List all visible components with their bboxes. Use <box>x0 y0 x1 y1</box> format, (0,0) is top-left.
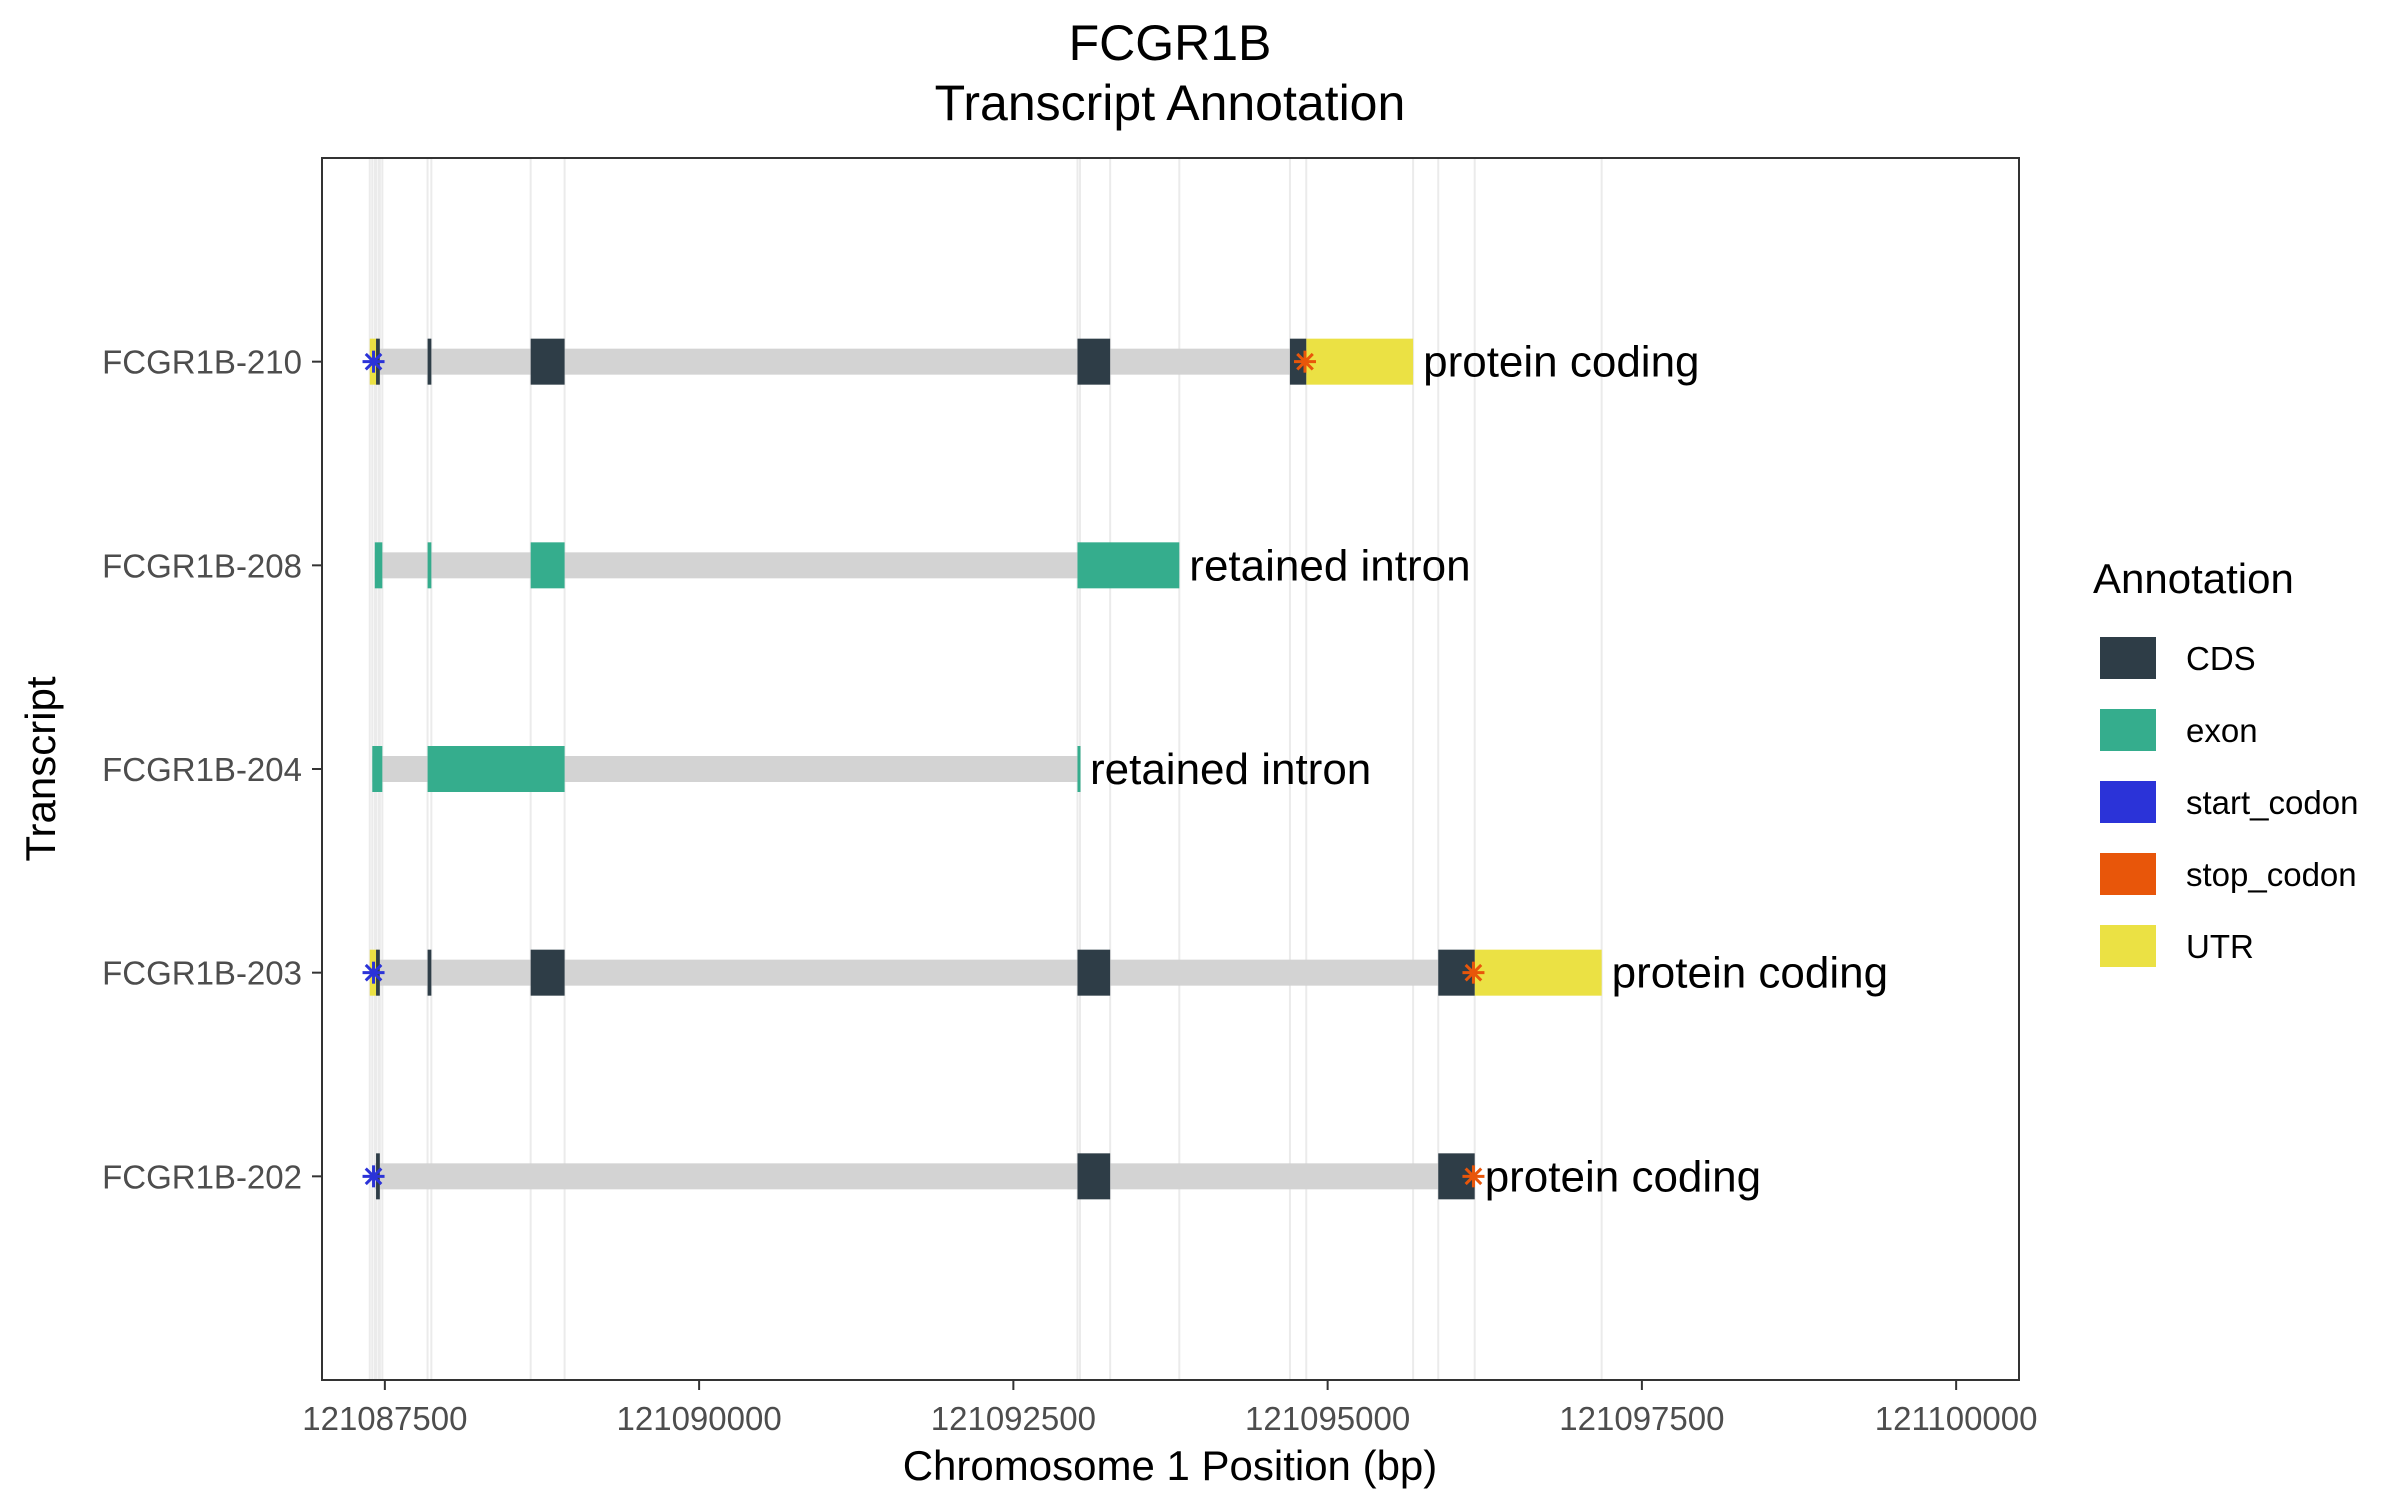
legend-label: UTR <box>2186 928 2254 965</box>
exon-block <box>372 746 383 792</box>
legend-key-stop-codon <box>2100 853 2156 895</box>
exon-block <box>427 542 432 589</box>
x-tick-label: 121092500 <box>931 1400 1096 1437</box>
x-tick-label: 121095000 <box>1245 1400 1410 1437</box>
cds-block <box>427 949 432 996</box>
y-tick-label: FCGR1B-208 <box>102 547 302 584</box>
exon-block <box>530 542 565 589</box>
biotype-label: retained intron <box>1189 541 1470 590</box>
y-tick-label: FCGR1B-210 <box>102 344 302 381</box>
utr-block <box>1474 949 1602 996</box>
transcript-track: retained intron <box>374 541 1471 590</box>
exon-block <box>374 542 383 589</box>
legend: Annotation CDS exon start_codon stop_codon U… <box>2093 555 2358 967</box>
intron-line <box>374 1163 1475 1190</box>
stop-codon-marker <box>1462 1165 1485 1188</box>
cds-block <box>1077 949 1111 996</box>
legend-key-utr <box>2100 925 2156 967</box>
transcript-track: protein coding <box>362 338 1700 387</box>
cds-block <box>427 338 432 385</box>
y-tick-label: FCGR1B-202 <box>102 1158 302 1195</box>
x-tick-label: 121090000 <box>617 1400 782 1437</box>
legend-label: CDS <box>2186 640 2256 677</box>
biotype-label: protein coding <box>1423 338 1699 387</box>
legend-key-start-codon <box>2100 781 2156 823</box>
legend-key-exon <box>2100 709 2156 751</box>
y-tick-label: FCGR1B-204 <box>102 751 302 788</box>
y-tick-label: FCGR1B-203 <box>102 955 302 992</box>
cds-block <box>530 949 565 996</box>
transcript-track: retained intron <box>372 745 1371 794</box>
utr-block <box>1306 338 1414 385</box>
intron-line <box>369 959 1602 986</box>
x-tick-label: 121097500 <box>1559 1400 1724 1437</box>
chart-subtitle: Transcript Annotation <box>935 75 1406 131</box>
chart-title: FCGR1B <box>1069 15 1272 71</box>
x-axis-title: Chromosome 1 Position (bp) <box>903 1442 1438 1489</box>
transcript-tracks: protein coding retained intron retained in… <box>362 338 1888 1201</box>
start-codon-marker <box>362 961 385 984</box>
legend-label: stop_codon <box>2186 856 2357 893</box>
exon-block <box>1077 542 1180 589</box>
cds-block <box>1077 338 1111 385</box>
biotype-label: retained intron <box>1090 745 1371 794</box>
transcript-track: protein coding <box>362 949 1888 998</box>
biotype-label: protein coding <box>1612 949 1888 998</box>
stop-codon-marker <box>1294 350 1317 373</box>
x-tick-label: 121100000 <box>1875 1400 2038 1437</box>
cds-block <box>530 338 565 385</box>
legend-key-cds <box>2100 637 2156 679</box>
legend-label: exon <box>2186 712 2258 749</box>
transcript-track: protein coding <box>362 1152 1761 1201</box>
legend-label: start_codon <box>2186 784 2358 821</box>
legend-title: Annotation <box>2093 555 2294 602</box>
y-axis: FCGR1B-210 FCGR1B-208 FCGR1B-204 FCGR1B-203… <box>102 344 322 1195</box>
start-codon-marker <box>362 350 385 373</box>
exon-block <box>1077 746 1081 792</box>
start-codon-marker <box>362 1165 385 1188</box>
x-axis: 121087500 121090000 121092500 121095000 1210… <box>302 1380 2038 1437</box>
intron-line <box>374 552 1180 579</box>
biotype-label: protein coding <box>1485 1152 1761 1201</box>
exon-block <box>427 746 565 792</box>
stop-codon-marker <box>1462 961 1485 984</box>
y-axis-title: Transcript <box>17 676 64 861</box>
x-tick-label: 121087500 <box>302 1400 467 1437</box>
intron-line <box>369 348 1414 375</box>
cds-block <box>1077 1153 1111 1200</box>
